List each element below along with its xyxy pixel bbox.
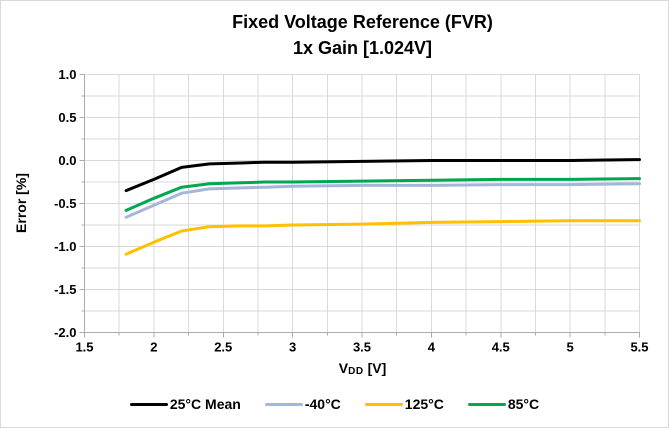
x-axis-title-unit: [V] (367, 360, 387, 376)
x-axis-title-main: V (338, 360, 349, 376)
x-tick-labels: 1.5 2 2.5 3 3.5 4 4.5 5 5.5 (75, 340, 648, 355)
x-tick-label: 2 (150, 340, 157, 355)
x-tick-label: 1.5 (75, 340, 93, 355)
legend-item-0: 25°C Mean (129, 396, 241, 412)
y-tick-label: 0.0 (58, 153, 76, 168)
gridlines (84, 74, 640, 333)
x-tick-label: 3.5 (353, 340, 371, 355)
legend-item-3: 85°C (467, 396, 540, 412)
y-tick-label: -1.5 (54, 282, 76, 297)
chart-title-line1: Fixed Voltage Reference (FVR) (232, 12, 493, 32)
legend-line-swatch (364, 402, 403, 406)
y-tick-label: -0.5 (54, 196, 76, 211)
x-tick-label: 4.5 (492, 340, 510, 355)
chart-title: Fixed Voltage Reference (FVR) 1x Gain [1… (85, 9, 640, 61)
x-tick-label: 5.5 (630, 340, 648, 355)
y-tick-label: -1.0 (54, 239, 76, 254)
y-tick-labels: 1.0 0.5 0.0 -0.5 -1.0 -1.5 -2.0 (54, 67, 76, 340)
chart-title-line2: 1x Gain [1.024V] (292, 38, 433, 58)
series-line-25-c-mean (124, 158, 641, 193)
series-line-85-c (124, 177, 641, 212)
x-axis-title-sub: DD (348, 366, 364, 377)
y-tick-label: -2.0 (54, 325, 76, 340)
legend-line-swatch (467, 402, 506, 406)
x-tick-label: 3 (289, 340, 296, 355)
legend-line-swatch (264, 402, 303, 406)
legend-label: -40°C (304, 396, 341, 412)
x-axis-title: VDD [V] (85, 360, 640, 377)
legend-item-1: -40°C (264, 396, 341, 412)
y-tick-label: 0.5 (58, 110, 76, 125)
legend-label: 125°C (404, 396, 444, 412)
legend-line-swatch (129, 402, 168, 406)
y-tick-label: 1.0 (58, 67, 76, 82)
legend: 25°C Mean -40°C 125°C 85°C (1, 396, 668, 412)
series-lines (124, 158, 641, 256)
legend-item-2: 125°C (364, 396, 444, 412)
series-line-125-c (124, 219, 641, 256)
series-line--40-c (124, 182, 641, 219)
legend-label: 25°C Mean (169, 396, 241, 412)
legend-label: 85°C (507, 396, 540, 412)
x-tick-label: 4 (428, 340, 436, 355)
x-tick-label: 2.5 (214, 340, 232, 355)
x-tick-label: 5 (567, 340, 574, 355)
axes-lines (79, 74, 640, 338)
